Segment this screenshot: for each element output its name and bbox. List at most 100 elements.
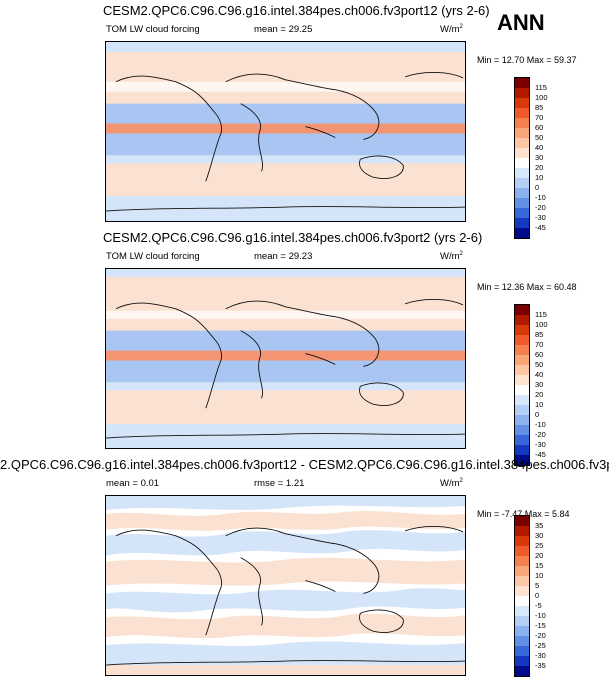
colorbar-swatch [515,536,529,546]
colorbar-tick: 20 [535,390,544,399]
colorbar-tick: -45 [535,223,546,232]
colorbar-tick: 40 [535,370,544,379]
colorbar-tick: -5 [535,601,542,610]
panel3-rmse-label: rmse = 1.21 [254,478,305,489]
panel2-units-label: W/m2 [440,251,463,263]
colorbar-tick: -30 [535,440,546,449]
colorbar-swatch [515,365,529,375]
panel3-minmax-label: Min = -7.47 Max = 5.84 [477,509,570,519]
colorbar-tick: -25 [535,641,546,650]
colorbar-tick: 0 [535,183,540,192]
panel2-title: CESM2.QPC6.C96.C96.g16.intel.384pes.ch00… [103,230,483,245]
colorbar-swatch [515,315,529,325]
colorbar-tick: 115 [535,83,547,92]
colorbar-swatch [515,626,529,636]
colorbar-tick: 60 [535,123,544,132]
colorbar-tick: 70 [535,340,544,349]
colorbar-swatch [515,228,529,238]
colorbar-swatch [515,596,529,606]
panel1-map-field [106,42,465,221]
colorbar-tick: 85 [535,330,544,339]
colorbar-swatch [515,556,529,566]
colorbar-swatch [515,108,529,118]
colorbar-swatch [515,158,529,168]
colorbar-swatch [515,375,529,385]
panel1-minmax-label: Min = 12.70 Max = 59.37 [477,55,577,65]
colorbar-tick: -30 [535,651,546,660]
colorbar-tick: -10 [535,611,546,620]
panel1-title: CESM2.QPC6.C96.C96.g16.intel.384pes.ch00… [103,3,490,18]
colorbar-swatch [515,576,529,586]
panel2-mean-label: mean = 29.23 [254,251,313,262]
colorbar-swatch [515,148,529,158]
colorbar-tick: -20 [535,430,546,439]
colorbar-swatch [515,666,529,676]
panel1-colorbar: 115 100 85 70 60 50 40 30 20 10 0 -10 -2… [514,77,548,239]
colorbar-swatch [515,88,529,98]
colorbar-swatch [515,188,529,198]
colorbar-swatch [515,395,529,405]
colorbar-tick: 70 [535,113,544,122]
colorbar-swatch [515,325,529,335]
panel1-units-label: W/m2 [440,24,463,36]
colorbar-tick: -10 [535,193,546,202]
colorbar-swatch [515,345,529,355]
panel2-map [105,268,466,449]
colorbar-tick: 50 [535,360,544,369]
colorbar-swatch [515,445,529,455]
colorbar-tick: 5 [535,581,540,590]
colorbar-swatch [515,425,529,435]
colorbar-tick: 50 [535,133,544,142]
colorbar-swatch [515,198,529,208]
panel2-variable-label: TOM LW cloud forcing [106,251,200,262]
colorbar-tick: -30 [535,213,546,222]
colorbar-swatch [515,415,529,425]
colorbar-tick: 0 [535,410,540,419]
colorbar-swatch [515,118,529,128]
panel3-map [105,495,466,676]
panel2-colorbar: 115 100 85 70 60 50 40 30 20 10 0 -10 -2… [514,304,548,466]
colorbar-tick: -15 [535,621,546,630]
colorbar-swatch [515,606,529,616]
panel1-variable-label: TOM LW cloud forcing [106,24,200,35]
colorbar-swatch [515,586,529,596]
colorbar-tick: 10 [535,400,544,409]
colorbar-swatch [515,335,529,345]
colorbar-swatch [515,138,529,148]
panel3-mean-label: mean = 0.01 [106,478,160,489]
panel1-map [105,41,466,222]
colorbar-swatch [515,98,529,108]
colorbar-tick: 0 [535,591,540,600]
colorbar-tick: 30 [535,153,544,162]
colorbar-swatch [515,566,529,576]
colorbar-swatch [515,178,529,188]
colorbar-swatch [515,405,529,415]
colorbar-tick: 30 [535,380,544,389]
colorbar-tick: -20 [535,631,546,640]
colorbar-tick: 40 [535,143,544,152]
colorbar-swatch [515,546,529,556]
panel2-map-field [106,269,465,448]
colorbar-tick: 30 [535,531,544,540]
panel2-minmax-label: Min = 12.36 Max = 60.48 [477,282,577,292]
colorbar-swatch [515,128,529,138]
colorbar-swatch [515,636,529,646]
panel3-title: 2.QPC6.C96.C96.g16.intel.384pes.ch006.fv… [0,457,609,472]
colorbar-swatch [515,455,529,465]
colorbar-tick: -35 [535,661,546,670]
colorbar-tick: 100 [535,93,548,102]
colorbar-tick: 115 [535,310,547,319]
colorbar-tick: 60 [535,350,544,359]
colorbar-tick: 100 [535,320,548,329]
colorbar-tick: -20 [535,203,546,212]
colorbar-swatch [515,168,529,178]
colorbar-swatch [515,616,529,626]
colorbar-swatch [515,218,529,228]
panel1-mean-label: mean = 29.25 [254,24,313,35]
colorbar-swatch [515,78,529,88]
colorbar-swatch [515,305,529,315]
colorbar-tick: 85 [535,103,544,112]
colorbar-tick: -45 [535,450,546,459]
colorbar-tick: 10 [535,173,544,182]
colorbar-tick: 10 [535,571,544,580]
